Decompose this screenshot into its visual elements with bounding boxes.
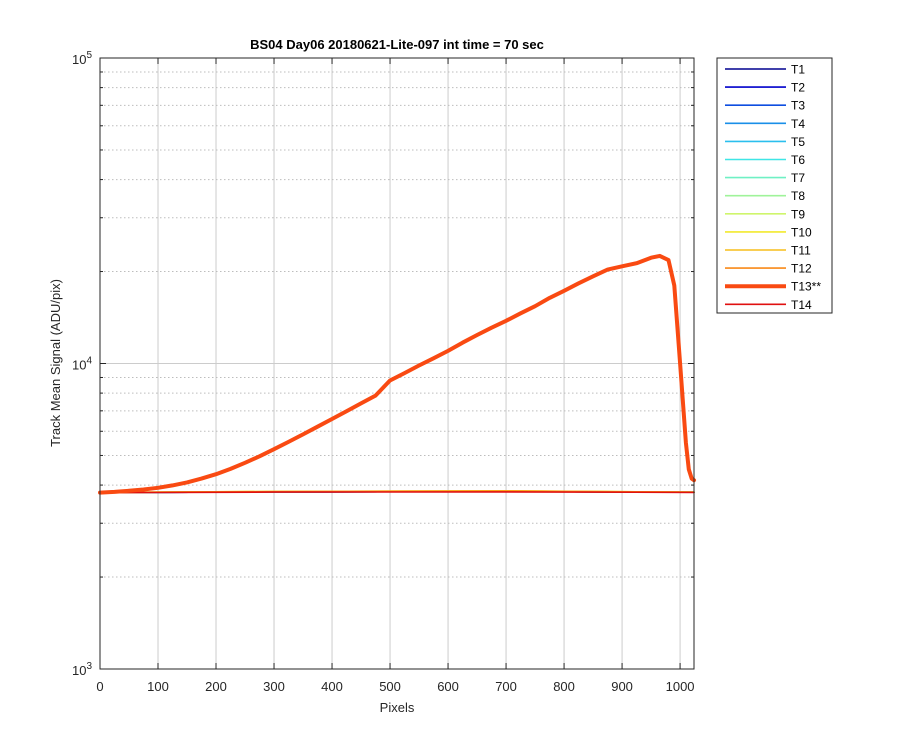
y-tick-label: 104 (72, 356, 92, 373)
x-tick-label: 1000 (666, 679, 695, 694)
legend-label: T9 (791, 207, 805, 221)
series-lines (98, 253, 696, 495)
x-tick-label: 100 (147, 679, 169, 694)
legend-label: T3 (791, 99, 805, 113)
x-tick-label: 500 (379, 679, 401, 694)
x-tick-label: 0 (96, 679, 103, 694)
legend-label: T2 (791, 81, 805, 95)
series-line-t14 (99, 491, 695, 494)
legend: T1 T2 T3 T4 T5 T6 T7 T8 T9 T10 T11 T12 T13** T14 (716, 57, 833, 314)
x-tick-label: 800 (553, 679, 575, 694)
legend-label: T4 (791, 117, 805, 131)
x-axis-label: Pixels (380, 700, 415, 715)
series-line-t13 (98, 253, 696, 495)
y-tick-label: 103 (72, 661, 92, 678)
legend-label: T8 (791, 189, 805, 203)
y-tick-label: 105 (72, 50, 92, 67)
chart-title: BS04 Day06 20180621-Lite-097 int time = … (250, 37, 544, 52)
legend-box (716, 57, 833, 314)
ticks: 0 100 200 300 400 500 600 700 800 900 1000 103 104 10… (72, 50, 695, 694)
x-tick-label: 900 (611, 679, 633, 694)
x-tick-label: 300 (263, 679, 285, 694)
legend-label: T10 (791, 225, 812, 239)
x-tick-label: 700 (495, 679, 517, 694)
legend-label: T1 (791, 63, 805, 77)
x-tick-label: 200 (205, 679, 227, 694)
legend-label: T6 (791, 153, 805, 167)
legend-label: T7 (791, 171, 805, 185)
grid (100, 58, 694, 669)
legend-label: T13** (791, 280, 821, 294)
legend-label: T11 (791, 244, 811, 258)
legend-label: T14 (791, 298, 812, 312)
legend-label: T5 (791, 135, 805, 149)
y-axis-label: Track Mean Signal (ADU/pix) (48, 279, 63, 447)
legend-label: T12 (791, 262, 812, 276)
x-tick-label: 400 (321, 679, 343, 694)
x-tick-label: 600 (437, 679, 459, 694)
